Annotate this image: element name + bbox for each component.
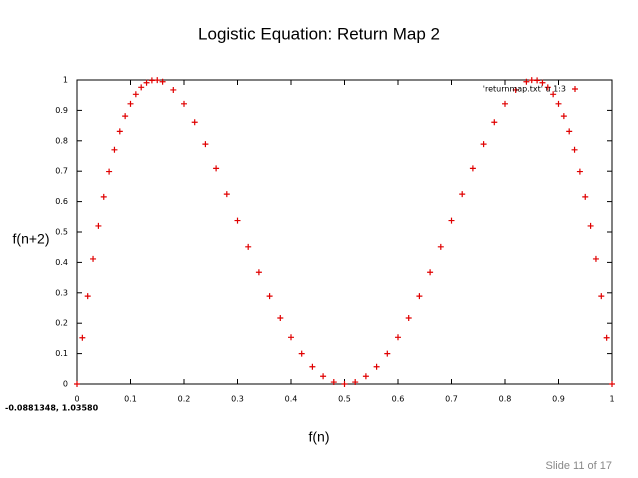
y-tick-label: 0.7 (55, 167, 68, 176)
x-tick-label: 0.4 (285, 395, 298, 404)
data-point (571, 146, 578, 153)
y-tick-label: 0.9 (55, 106, 68, 115)
y-tick-label: 0.8 (55, 136, 68, 145)
data-point (555, 100, 562, 107)
data-point (459, 191, 466, 198)
data-point (138, 84, 145, 91)
data-point (84, 293, 91, 300)
data-point (373, 363, 380, 370)
x-tick-label: 1 (609, 395, 614, 404)
data-point (587, 222, 594, 229)
data-point (288, 334, 294, 341)
data-point (352, 379, 359, 386)
data-point (181, 100, 187, 107)
data-point (384, 350, 391, 357)
data-point (469, 165, 476, 172)
data-point (491, 119, 498, 126)
x-axis-label: f(n) (309, 429, 330, 445)
data-point (609, 381, 615, 387)
data-point (74, 381, 80, 387)
data-point (523, 78, 530, 85)
data-point (79, 334, 86, 341)
x-tick-label: 0.5 (338, 395, 351, 404)
data-point (111, 146, 118, 153)
data-point (534, 77, 541, 84)
plot-frame (76, 79, 613, 385)
data-point (154, 77, 161, 84)
data-point (598, 293, 605, 300)
data-point (405, 315, 412, 322)
data-point (100, 193, 107, 200)
y-tick-label: 0.5 (55, 228, 68, 237)
data-point (592, 255, 599, 262)
data-point (143, 79, 150, 86)
data-point (191, 119, 198, 126)
data-point (544, 84, 551, 91)
data-point (566, 128, 573, 135)
y-tick-label: 0.1 (55, 349, 68, 358)
data-point (437, 243, 444, 250)
data-point (539, 79, 546, 86)
data-point (148, 77, 155, 84)
data-point (341, 381, 348, 387)
x-tick-label: 0.1 (124, 395, 137, 404)
x-tick-label: 0.3 (231, 395, 244, 404)
data-point (170, 86, 177, 93)
legend-marker (572, 86, 578, 92)
x-tick-label: 0.6 (392, 395, 405, 404)
data-point (582, 193, 589, 200)
y-axis-label: f(n+2) (13, 231, 50, 247)
data-point (416, 293, 423, 300)
x-tick-label: 0 (74, 395, 79, 404)
y-tick-label: 0.4 (55, 258, 68, 267)
slide-number: Slide 11 of 17 (546, 460, 612, 472)
data-point (395, 334, 401, 341)
data-point (550, 91, 557, 98)
data-point (116, 128, 123, 135)
data-point (245, 243, 252, 250)
data-point (362, 373, 369, 380)
x-tick-label: 0.7 (445, 395, 458, 404)
data-point (95, 222, 102, 229)
data-point (106, 168, 113, 175)
x-tick-label: 0.2 (178, 395, 191, 404)
legend-label: 'returnmap.txt' u 1:3 (483, 85, 566, 94)
y-tick-label: 0 (63, 380, 68, 389)
y-tick-label: 0.6 (55, 197, 68, 206)
coordinates: -0.0881348, 1.03580 (5, 404, 99, 413)
data-point (132, 91, 139, 98)
data-point (320, 373, 327, 380)
data-point (213, 165, 220, 172)
x-tick-label: 0.8 (499, 395, 512, 404)
data-point (528, 77, 535, 84)
chart-title: Logistic Equation: Return Map 2 (198, 24, 440, 43)
y-tick-label: 0.3 (55, 288, 68, 297)
data-point (90, 255, 97, 262)
data-point (277, 315, 284, 322)
data-point (223, 191, 230, 198)
data-point (427, 269, 434, 276)
data-point (266, 293, 273, 300)
data-point (603, 334, 610, 341)
data-point (122, 113, 129, 120)
data-point (202, 141, 209, 148)
y-tick-label: 1 (63, 76, 68, 85)
y-tick-label: 0.2 (55, 319, 68, 328)
data-point (309, 363, 316, 370)
data-point (512, 86, 519, 93)
x-tick-label: 0.9 (552, 395, 565, 404)
data-point (127, 100, 134, 107)
data-point (560, 113, 567, 120)
data-point (159, 78, 166, 85)
data-point (576, 168, 583, 175)
data-point (330, 379, 337, 386)
data-point (448, 217, 455, 224)
data-point (502, 100, 508, 107)
data-point (234, 217, 241, 224)
data-point (298, 350, 305, 357)
data-point (255, 269, 262, 276)
data-point (480, 141, 487, 148)
